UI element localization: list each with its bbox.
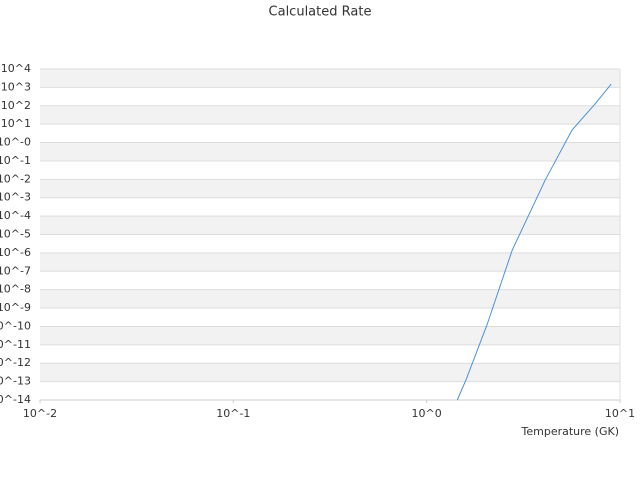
x-tick-label: 10^-1	[216, 407, 250, 420]
x-tick-label: 10^-2	[23, 407, 57, 420]
x-tick-label: 10^0	[412, 407, 442, 420]
grid-band	[40, 216, 620, 235]
grid-band	[40, 326, 620, 345]
y-tick-label: 10^-7	[0, 264, 31, 277]
grid-band	[40, 142, 620, 161]
y-tick-label: 10^-5	[0, 228, 31, 241]
y-tick-label: 10^-9	[0, 301, 31, 314]
y-tick-label: 10^-11	[0, 338, 31, 351]
y-tick-label: 10^-14	[0, 393, 31, 406]
grid-band	[40, 363, 620, 382]
y-tick-label: 10^4	[1, 62, 31, 75]
y-tick-label: 10^3	[1, 80, 31, 93]
grid-band	[40, 179, 620, 198]
y-tick-label: 10^1	[1, 117, 31, 130]
y-tick-label: 10^-3	[0, 191, 31, 204]
grid-band	[40, 105, 620, 125]
y-tick-label: 10^-10	[0, 319, 31, 332]
grid-band	[40, 252, 620, 272]
x-tick-label: 10^1	[605, 407, 635, 420]
y-tick-label: 10^-13	[0, 375, 31, 388]
y-tick-label: 10^-12	[0, 356, 31, 369]
y-tick-label: 10^-6	[0, 246, 31, 259]
grid-band	[40, 289, 620, 309]
chart-title: Calculated Rate	[269, 5, 372, 20]
y-tick-label: 10^-0	[0, 136, 31, 149]
x-axis-label: Temperature (GK)	[521, 425, 620, 438]
rate-line	[456, 83, 612, 401]
y-tick-label: 10^-2	[0, 172, 31, 185]
y-tick-label: 10^-8	[0, 283, 31, 296]
y-tick-label: 10^-1	[0, 154, 31, 167]
y-tick-label: 10^-4	[0, 209, 31, 222]
y-tick-label: 10^2	[1, 99, 31, 112]
grid-band	[40, 69, 620, 88]
